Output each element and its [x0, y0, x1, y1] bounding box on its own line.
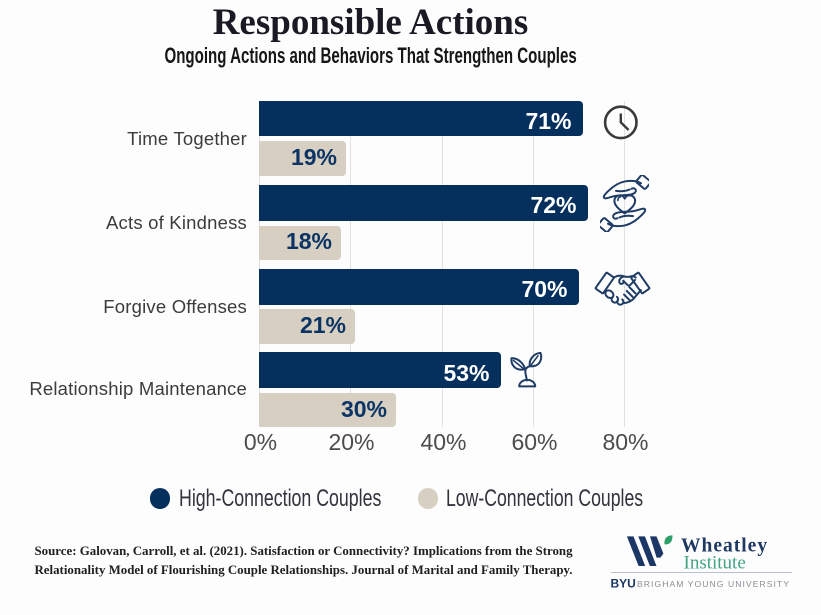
svg-text:BYU: BYU — [611, 577, 636, 591]
svg-text:Wheatley: Wheatley — [681, 536, 768, 557]
svg-text:Institute: Institute — [684, 553, 746, 574]
svg-text:BRIGHAM YOUNG UNIVERSITY: BRIGHAM YOUNG UNIVERSITY — [637, 579, 790, 589]
